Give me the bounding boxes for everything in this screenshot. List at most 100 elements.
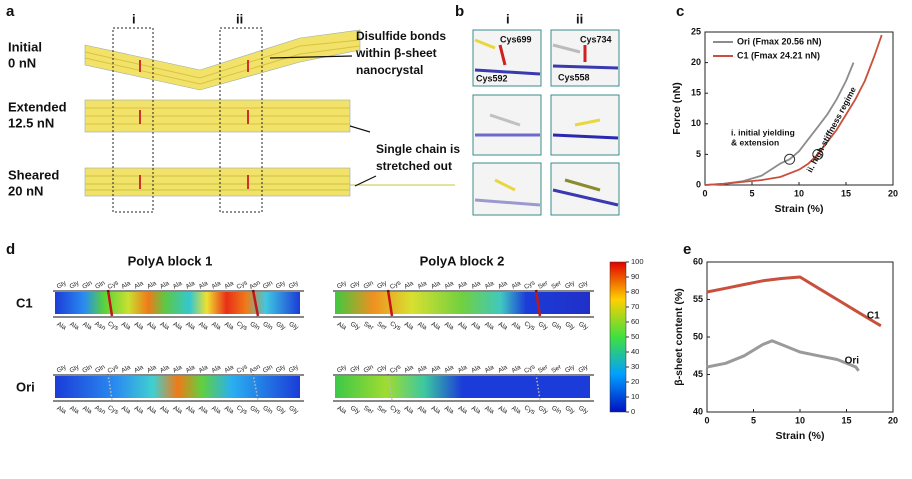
residue-label: Gly [288,279,301,290]
residue-label: Ala [185,364,197,375]
disulfide-link [106,289,542,317]
y-tick-label: 15 [691,88,701,98]
residue-label: Ala [443,405,455,416]
annotation: Single chain is [376,142,460,156]
residue-label: Gly [376,279,389,290]
residue-label: Ala [484,280,496,291]
residue-label: Ala [416,405,428,416]
y-axis-title: β-sheet content (%) [673,288,685,385]
row-label: Ori [16,379,35,394]
residue-label: Gly [564,321,577,332]
residue-label: Ala [417,364,429,375]
residue-label: Ala [430,321,442,332]
x-tick-label: 15 [841,415,851,425]
residue-label: Gly [275,279,288,290]
residue-label: Ala [403,405,415,416]
residue-label: Gly [56,279,69,290]
residue-label: Ala [483,405,495,416]
x-tick-label: 20 [888,415,898,425]
heatmap-strip [55,376,300,398]
residue-label: Gln [262,279,275,290]
residue-label: Ala [470,364,482,375]
y-tick-label: 10 [691,118,701,128]
residue-label: Asn [248,279,262,291]
residue-label: Ala [430,405,442,416]
residue-label: Ala [457,280,469,291]
heatmap-strip [335,376,590,398]
residue-label: Gln [550,405,563,416]
residue-label: Gly [376,363,389,374]
residue-label: Ala [68,321,80,332]
colorbar-tick-label: 90 [631,272,639,281]
y-tick-label: 50 [693,331,703,341]
y-tick-label: 25 [691,26,701,36]
colorbar-tick-label: 10 [631,392,639,401]
y-axis-title: Force (nN) [671,82,683,135]
residue-label: Ala [430,364,442,375]
colorbar-tick-label: 40 [631,347,639,356]
residue-label: Gln [249,321,262,332]
highlight [784,153,796,165]
residue-label: Ala [159,280,171,291]
residue-label: Ser [550,363,563,375]
residue-label: Ala [120,280,132,291]
residue-label: Ala [172,405,184,416]
row-label: Extended [8,99,67,114]
colorbar-tick-label: 0 [631,407,635,416]
residue-label: Ala [223,280,235,291]
panel-label: b [455,3,464,20]
residue-label: Cys [106,320,120,332]
residue-label: Ala [223,405,235,416]
y-tick-label: 60 [693,256,703,266]
residue-label: Gln [262,363,275,374]
residue-label: Ser [376,321,389,333]
residue-label: Ala [120,321,132,332]
colorbar-tick-label: 50 [631,332,639,341]
y-tick-label: 40 [693,406,703,416]
residue-label: Gln [550,321,563,332]
residue-label: Cys [235,404,249,416]
column-label: ii [576,11,583,26]
panel-label: d [6,241,15,258]
residue-label: Gln [81,363,94,374]
row-force: 20 nN [8,183,43,198]
x-axis-title: Strain (%) [775,430,824,442]
colorbar-tick-label: 20 [631,377,639,386]
zoom-panels [472,29,620,216]
residue-label: Ala [510,405,522,416]
residue-label: Ala [443,364,455,375]
row-force: 12.5 nN [8,115,54,130]
residue-label: Ser [537,279,550,291]
residue-label: Gly [577,279,590,290]
residue-label: Ala [146,405,158,416]
series-line [704,62,855,186]
residue-label: Ala [81,321,93,332]
colorbar-tick-label: 80 [631,287,639,296]
series-label: C1 [867,310,880,321]
residue-label: Ala [416,321,428,332]
zoom-render [474,38,619,207]
residue-label: Ser [537,363,550,375]
residue-label: Cys [107,279,121,291]
residue-label: Gln [94,279,107,290]
residue-label: Gln [363,363,376,374]
residue-label: Gly [349,363,362,374]
residue-label: Gly [537,321,550,332]
residue-label: Cys [235,320,249,332]
residue-label: Ala [457,405,469,416]
x-tick-label: 0 [702,188,707,198]
plot-frame [706,261,894,413]
residue-label: Ala [443,321,455,332]
residue-label: Ala [510,321,522,332]
selection-box [112,27,154,213]
residue-label: Ala [336,321,348,332]
row-force: 0 nN [8,55,36,70]
series-line [706,275,882,328]
residue-label: Ser [376,405,389,417]
residue-label: Cys734 [580,34,612,44]
residue-label: Cys [235,279,249,291]
residue-label: Ala [56,321,68,332]
panel-label: a [6,3,15,20]
residue-label: Ala [430,280,442,291]
residue-label: Ala [198,364,210,375]
